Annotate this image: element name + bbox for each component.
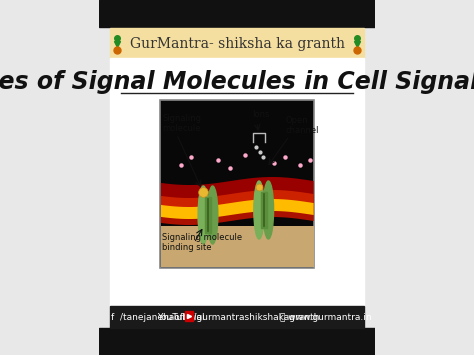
Polygon shape [161,177,314,213]
Bar [261,192,266,228]
Polygon shape [161,199,314,219]
Bar [161,226,314,267]
Text: YouTube/gurmantrashikshakagranth: YouTube/gurmantrashikshakagranth [157,312,320,322]
Bar [185,311,193,321]
Text: Ions: Ions [252,110,270,119]
Polygon shape [161,205,314,225]
Bar [110,28,364,58]
Ellipse shape [263,181,273,239]
Ellipse shape [208,186,218,244]
Bar [110,306,364,328]
Bar [100,328,374,355]
Ellipse shape [198,186,209,244]
Bar [110,58,364,326]
Bar [100,0,374,27]
Text: f  /tanejanehaofficial: f /tanejanehaofficial [110,312,204,322]
Ellipse shape [254,181,264,239]
Text: ⓘ www.gurmantra.in: ⓘ www.gurmantra.in [280,312,372,322]
Bar [160,100,314,268]
Bar [205,197,211,233]
Text: Types of Signal Molecules in Cell Signaling: Types of Signal Molecules in Cell Signal… [0,70,474,94]
Text: Signaling
molecule: Signaling molecule [162,114,201,133]
Polygon shape [161,190,314,216]
Text: GurMantra- shiksha ka granth: GurMantra- shiksha ka granth [129,37,345,51]
Text: Open
channel: Open channel [285,116,319,135]
Text: Signaling molecule
binding site: Signaling molecule binding site [162,233,242,252]
